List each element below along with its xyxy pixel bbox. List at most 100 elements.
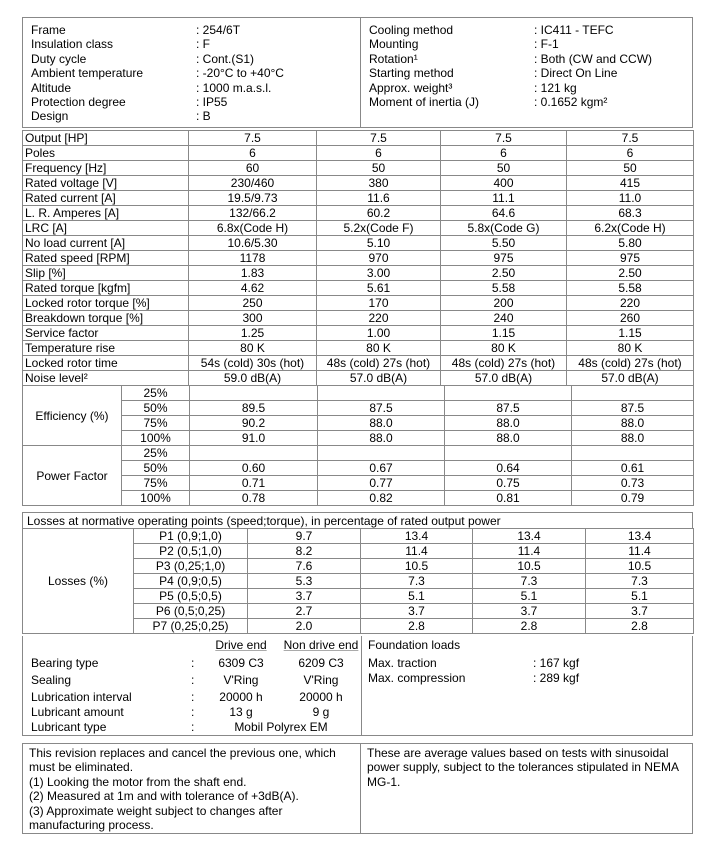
foundation-row: Max. compression: 289 kgf bbox=[368, 671, 686, 686]
spec-value: : IP55 bbox=[196, 95, 228, 110]
spec-row: Approx. weight³: 121 kg bbox=[369, 81, 652, 95]
table-row: Rated voltage [V] 230/460 380 400 415 bbox=[22, 175, 694, 191]
table-cell: 80 K bbox=[566, 340, 694, 356]
spec-label: Protection degree bbox=[31, 95, 126, 110]
table-cell: 380 bbox=[316, 175, 441, 191]
foundation-value: : 167 kgf bbox=[533, 656, 580, 670]
table-cell bbox=[189, 445, 318, 461]
spec-value: : IC411 - TEFC bbox=[534, 23, 614, 37]
table-cell: 10.6/5.30 bbox=[188, 235, 317, 251]
table-cell: 5.80 bbox=[566, 235, 694, 251]
row-label: Service factor bbox=[22, 325, 189, 341]
spec-row: Mounting: F-1 bbox=[369, 37, 652, 51]
table-row: 50% 0.60 0.67 0.64 0.61 bbox=[23, 460, 694, 476]
table-cell: 11.0 bbox=[566, 190, 694, 206]
spec-label: Insulation class bbox=[31, 37, 114, 52]
table-row: L. R. Amperes [A] 132/66.2 60.2 64.6 68.3 bbox=[22, 205, 694, 221]
table-cell: 11.4 bbox=[472, 543, 586, 559]
notes-section: This revision replaces and cancel the pr… bbox=[22, 743, 693, 834]
table-cell: 9.7 bbox=[247, 528, 361, 544]
bearing-row: Bearing type:6309 C3 6209 C3 bbox=[31, 656, 361, 670]
non-drive-end-value: V'Ring bbox=[303, 673, 339, 687]
table-cell: 2.8 bbox=[585, 618, 694, 634]
table-cell: 87.5 bbox=[571, 400, 694, 416]
table-cell: 0.71 bbox=[189, 475, 318, 491]
drive-end-value: V'Ring bbox=[223, 673, 259, 687]
table-cell: 13.4 bbox=[360, 528, 473, 544]
spec-row: Duty cycle: Cont.(S1) bbox=[31, 52, 360, 66]
table-cell: 5.3 bbox=[247, 573, 361, 589]
table-cell: 19.5/9.73 bbox=[188, 190, 317, 206]
table-row: Rated torque [kgfm] 4.62 5.61 5.58 5.58 bbox=[22, 280, 694, 296]
table-cell: 7.5 bbox=[316, 130, 441, 146]
table-cell: 5.2x(Code F) bbox=[316, 220, 441, 236]
table-cell: 0.60 bbox=[189, 460, 318, 476]
spec-value: : 0.1652 kgm² bbox=[534, 95, 608, 110]
table-row: Output [HP] 7.5 7.5 7.5 7.5 bbox=[22, 130, 694, 146]
table-cell: 50 bbox=[440, 160, 567, 176]
table-row: 50% 89.5 87.5 87.5 87.5 bbox=[23, 400, 694, 416]
row-label: LRC [A] bbox=[22, 220, 189, 236]
non-drive-end-value: 9 g bbox=[312, 705, 330, 719]
table-cell: 220 bbox=[566, 295, 694, 311]
spec-row: Starting method: Direct On Line bbox=[369, 66, 652, 80]
load-percent: 25% bbox=[121, 385, 190, 401]
table-cell: 88.0 bbox=[571, 415, 694, 431]
table-cell: 10.5 bbox=[585, 558, 694, 574]
table-cell: 11.6 bbox=[316, 190, 441, 206]
table-cell: 88.0 bbox=[317, 415, 445, 431]
table-cell: 300 bbox=[188, 310, 317, 326]
table-cell: 1.15 bbox=[566, 325, 694, 341]
table-cell: 970 bbox=[316, 250, 441, 266]
table-cell: 87.5 bbox=[444, 400, 572, 416]
bearing-section: Drive end Non drive end Bearing type:630… bbox=[22, 636, 693, 736]
table-cell: 89.5 bbox=[189, 400, 318, 416]
table-row: 100% 91.0 88.0 88.0 88.0 bbox=[23, 430, 694, 446]
load-performance-table: Efficiency (%) 25% 50% 89.5 87.5 87.5 87.5 75% 9… bbox=[22, 385, 694, 506]
table-cell: 68.3 bbox=[566, 205, 694, 221]
table-cell: 11.1 bbox=[440, 190, 567, 206]
table-cell: 0.67 bbox=[317, 460, 445, 476]
load-percent: 100% bbox=[121, 490, 190, 506]
table-cell: 170 bbox=[316, 295, 441, 311]
table-cell: 6 bbox=[566, 145, 694, 161]
table-cell: 10.5 bbox=[472, 558, 586, 574]
table-cell: 1178 bbox=[188, 250, 317, 266]
operating-point: P1 (0,9;1,0) bbox=[133, 528, 248, 544]
table-cell: 6.8x(Code H) bbox=[188, 220, 317, 236]
table-cell: 6.2x(Code H) bbox=[566, 220, 694, 236]
row-label: Rated voltage [V] bbox=[22, 175, 189, 191]
load-percent: 100% bbox=[121, 430, 190, 446]
spec-value: : F bbox=[196, 37, 210, 52]
table-cell: 80 K bbox=[316, 340, 441, 356]
drive-end-value: 13 g bbox=[229, 705, 253, 719]
table-row: Noise level² 59.0 dB(A) 57.0 dB(A) 57.0 dB(… bbox=[22, 370, 694, 386]
table-cell: 132/66.2 bbox=[188, 205, 317, 221]
note-line: (3) Approximate weight subject to change… bbox=[29, 803, 283, 833]
table-cell: 5.58 bbox=[566, 280, 694, 296]
table-cell: 13.4 bbox=[585, 528, 694, 544]
table-cell: 88.0 bbox=[444, 430, 572, 446]
operating-point: P2 (0,5;1,0) bbox=[133, 543, 248, 559]
foundation-label: Max. traction bbox=[368, 656, 437, 670]
table-cell: 7.5 bbox=[566, 130, 694, 146]
row-label: Locked rotor time bbox=[22, 355, 189, 371]
load-percent: 50% bbox=[121, 400, 190, 416]
table-row: Locked rotor time 54s (cold) 30s (hot) 48s… bbox=[22, 355, 694, 371]
row-label: L. R. Amperes [A] bbox=[22, 205, 189, 221]
spec-value: : 1000 m.a.s.l. bbox=[196, 80, 272, 95]
lubricant-type-value: Mobil Polyrex EM bbox=[234, 720, 328, 734]
table-cell: 48s (cold) 27s (hot) bbox=[440, 355, 567, 371]
table-cell: 64.6 bbox=[440, 205, 567, 221]
table-cell: 1.25 bbox=[188, 325, 317, 341]
spec-row: Insulation class : F bbox=[31, 37, 360, 51]
table-row: Poles 6 6 6 6 bbox=[22, 145, 694, 161]
row-label: Rated current [A] bbox=[22, 190, 189, 206]
table-cell: 2.0 bbox=[247, 618, 361, 634]
table-cell: 260 bbox=[566, 310, 694, 326]
losses-table: Losses (%) P1 (0,9;1,0) 9.7 13.4 13.4 13.4 P2 … bbox=[22, 528, 694, 634]
table-row: 75% 0.71 0.77 0.75 0.73 bbox=[23, 475, 694, 491]
load-percent: 25% bbox=[121, 445, 190, 461]
table-cell: 57.0 dB(A) bbox=[566, 370, 694, 386]
row-label: Rated torque [kgfm] bbox=[22, 280, 189, 296]
